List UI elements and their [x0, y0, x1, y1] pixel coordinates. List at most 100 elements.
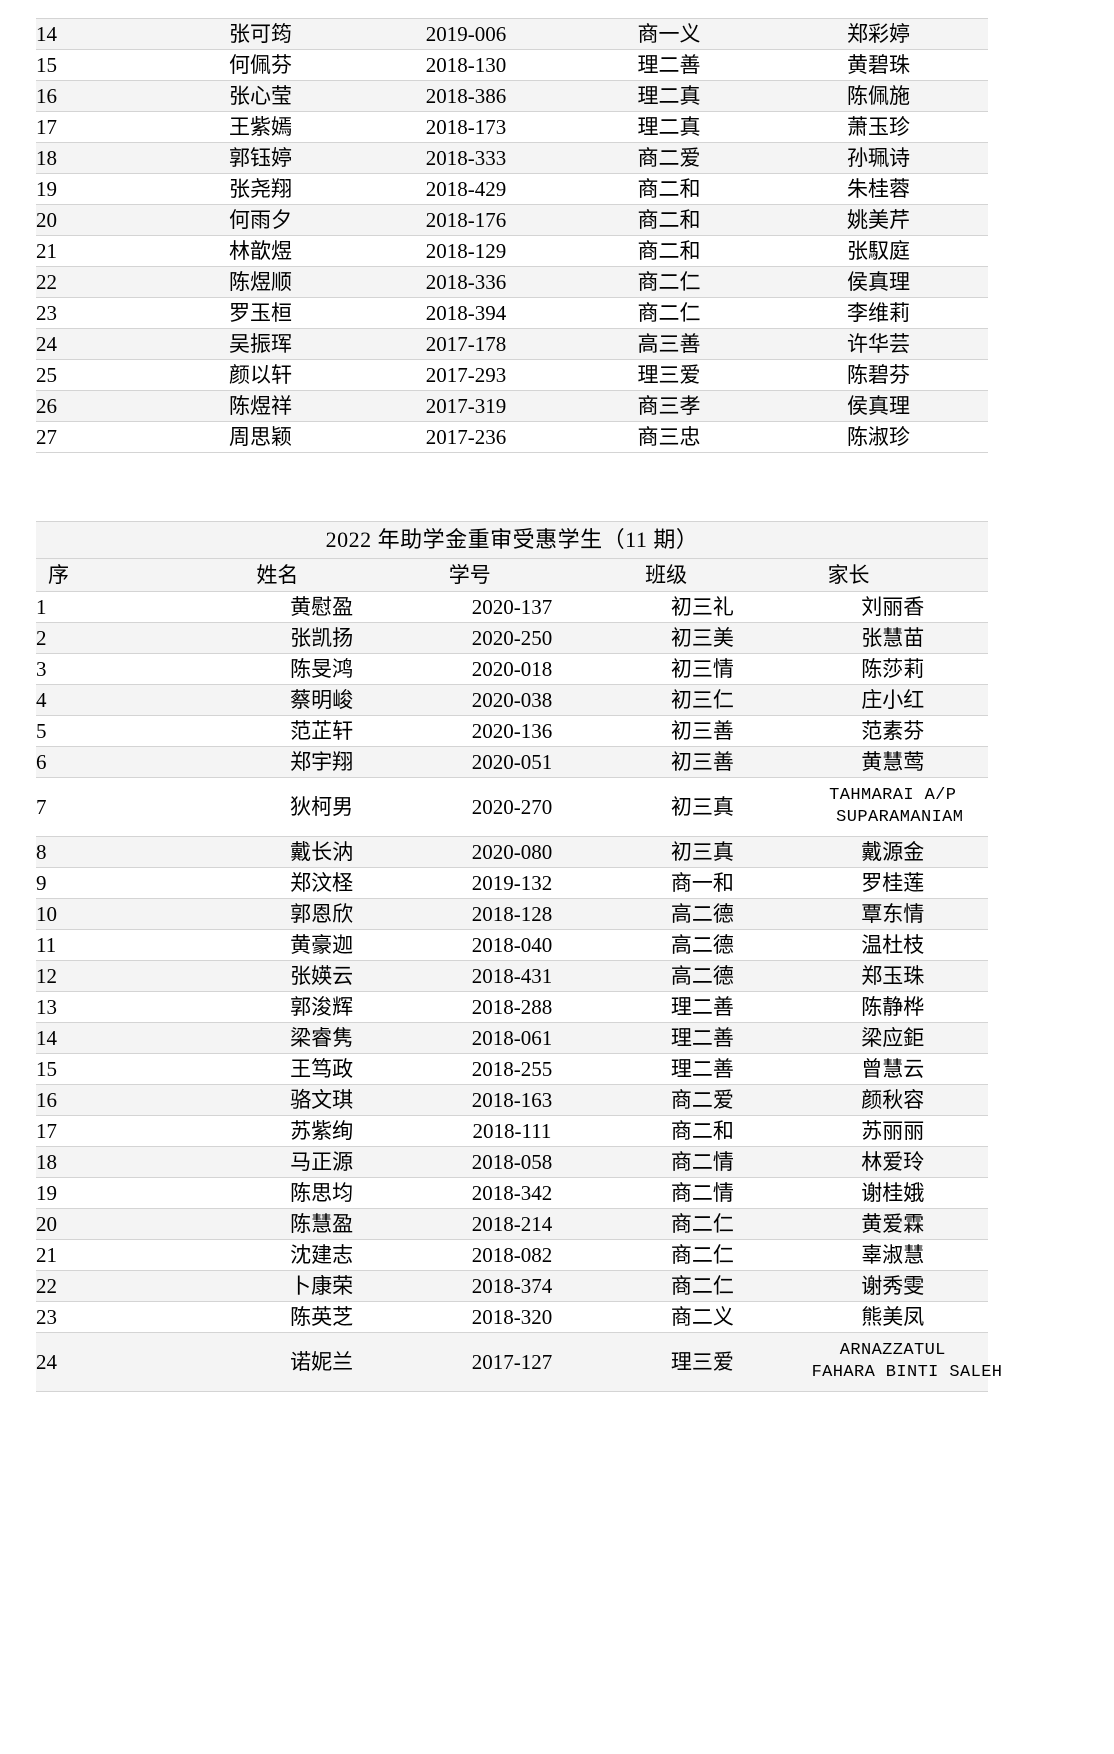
cell-class-value: 初三善: [670, 750, 734, 774]
cell-student-id-value: 2020-270: [471, 795, 553, 819]
cell-sequence: 8: [36, 836, 227, 868]
table-row: 1 黄慰盈 2020-137 初三礼 刘丽香: [36, 591, 988, 623]
cell-student-id: 2018-058: [416, 1146, 608, 1178]
cell-guardian-value: 罗桂莲: [861, 871, 925, 895]
cell-sequence: 14: [36, 18, 158, 50]
cell-guardian: 林爱玲: [797, 1146, 988, 1178]
table-row: 22 卜康荣 2018-374 商二仁 谢秀雯: [36, 1270, 988, 1302]
cell-student-name: 卜康荣: [226, 1270, 417, 1302]
table-title-cell: 2022 年助学金重审受惠学生（11 期）: [36, 521, 988, 559]
guardian-name-line: TAHMARAI A/P: [829, 786, 957, 806]
cell-guardian-value: 梁应鉅: [861, 1026, 925, 1050]
cell-student-id: 2018-288: [416, 991, 608, 1023]
cell-student-id-value: 2018-129: [425, 239, 507, 263]
cell-student-id: 2018-320: [416, 1301, 608, 1333]
cell-class: 理二善: [607, 1053, 798, 1085]
cell-student-id-value: 2019-006: [425, 22, 507, 46]
cell-guardian: TAHMARAI A/P SUPARAMANIAM: [797, 777, 988, 837]
cell-student-id: 2020-038: [416, 684, 608, 716]
cell-student-name: 梁睿隽: [226, 1022, 417, 1054]
cell-student-name-value: 颜以轩: [229, 363, 292, 387]
scholarship-table-continued: 14 张可筠 2019-006 商一义 郑彩婷 15 何佩芬 2018-130 理二善 黄碧珠 16…: [36, 18, 988, 453]
cell-student-id: 2020-250: [416, 622, 608, 654]
cell-class: 初三善: [607, 746, 798, 778]
cell-sequence: 18: [36, 1146, 227, 1178]
cell-sequence: 6: [36, 746, 227, 778]
cell-student-id-value: 2018-058: [471, 1150, 553, 1174]
cell-student-name: 诺妮兰: [226, 1332, 417, 1392]
cell-student-name-value: 郭钰婷: [229, 146, 292, 170]
cell-student-id: 2018-342: [416, 1177, 608, 1209]
cell-class-value: 商二仁: [670, 1274, 734, 1298]
table-row: 9 郑汶柽 2019-132 商一和 罗桂莲: [36, 867, 988, 899]
cell-class-value: 理二善: [670, 1026, 734, 1050]
cell-student-id: 2018-386: [363, 80, 569, 112]
cell-guardian-value: 覃东情: [861, 902, 925, 926]
column-header-name: 姓名: [226, 558, 417, 592]
cell-class-value: 商二和: [637, 239, 701, 263]
cell-sequence-value: 17: [36, 1119, 57, 1143]
table-row: 23 罗玉桓 2018-394 商二仁 李维莉: [36, 297, 988, 329]
cell-student-name: 范芷轩: [226, 715, 417, 747]
cell-student-id: 2018-336: [363, 266, 569, 298]
cell-guardian-value: 许华芸: [847, 332, 910, 356]
cell-student-name-value: 陈旻鸿: [290, 657, 354, 681]
cell-student-name: 黄慰盈: [226, 591, 417, 623]
cell-guardian: 许华芸: [769, 328, 988, 360]
table-row: 24 诺妮兰 2017-127 理三爱 ARNAZZATUL FAHARA BINTI S…: [36, 1332, 1002, 1392]
cell-student-id: 2018-429: [363, 173, 569, 205]
cell-student-id-value: 2017-127: [471, 1350, 553, 1374]
cell-student-id: 2020-137: [416, 591, 608, 623]
cell-class-value: 商二情: [670, 1150, 734, 1174]
cell-sequence: 24: [36, 328, 158, 360]
cell-class: 理二善: [607, 1022, 798, 1054]
cell-guardian-value: 苏丽丽: [861, 1119, 925, 1143]
table-row: 22 陈煜顺 2018-336 商二仁 侯真理: [36, 266, 988, 298]
cell-sequence-value: 23: [36, 301, 57, 325]
cell-class: 初三美: [607, 622, 798, 654]
cell-sequence: 21: [36, 235, 158, 267]
cell-sequence-value: 6: [36, 750, 47, 774]
cell-student-id-value: 2020-250: [471, 626, 553, 650]
cell-student-name-value: 何佩芬: [229, 53, 292, 77]
cell-student-id-value: 2018-394: [425, 301, 507, 325]
cell-sequence-value: 16: [36, 84, 57, 108]
cell-guardian-value: 谢秀雯: [861, 1274, 925, 1298]
column-header-class: 班级: [607, 558, 798, 592]
cell-student-name-value: 何雨夕: [229, 208, 292, 232]
cell-guardian-value: 萧玉珍: [847, 115, 910, 139]
cell-class: 商二和: [569, 235, 769, 267]
cell-student-name: 郑宇翔: [226, 746, 417, 778]
cell-class: 商二和: [607, 1115, 798, 1147]
cell-class-value: 高二德: [670, 964, 734, 988]
cell-student-name-value: 林歆煜: [229, 239, 292, 263]
cell-class-value: 商一和: [670, 871, 734, 895]
cell-class-value: 商二仁: [670, 1243, 734, 1267]
cell-guardian-value: 曾慧云: [861, 1057, 925, 1081]
cell-student-name-value: 张尧翔: [229, 177, 292, 201]
cell-student-name: 张凯扬: [226, 622, 417, 654]
cell-student-id-value: 2018-336: [425, 270, 507, 294]
cell-guardian-value: 郑彩婷: [847, 22, 910, 46]
cell-sequence: 10: [36, 898, 227, 930]
cell-class-value: 初三真: [670, 795, 734, 819]
cell-sequence: 22: [36, 266, 158, 298]
cell-student-name: 陈旻鸿: [226, 653, 417, 685]
cell-guardian-value: 姚美芹: [847, 208, 910, 232]
table-row: 23 陈英芝 2018-320 商二义 熊美凤: [36, 1301, 988, 1333]
cell-student-id-value: 2017-293: [425, 363, 507, 387]
cell-student-name: 罗玉桓: [158, 297, 363, 329]
table-row: 2 张凯扬 2020-250 初三美 张慧苗: [36, 622, 988, 654]
cell-class-value: 商二情: [670, 1181, 734, 1205]
cell-class: 商二义: [607, 1301, 798, 1333]
cell-class: 理三爱: [607, 1332, 798, 1392]
cell-guardian: 谢秀雯: [797, 1270, 988, 1302]
cell-student-id: 2018-173: [363, 111, 569, 143]
cell-student-id: 2018-214: [416, 1208, 608, 1240]
cell-guardian: 陈莎莉: [797, 653, 988, 685]
cell-student-id-value: 2020-051: [471, 750, 553, 774]
cell-student-name-value: 郭恩欣: [290, 902, 354, 926]
cell-student-id: 2017-319: [363, 390, 569, 422]
cell-student-id-value: 2018-214: [471, 1212, 553, 1236]
cell-class-value: 理二善: [670, 1057, 734, 1081]
